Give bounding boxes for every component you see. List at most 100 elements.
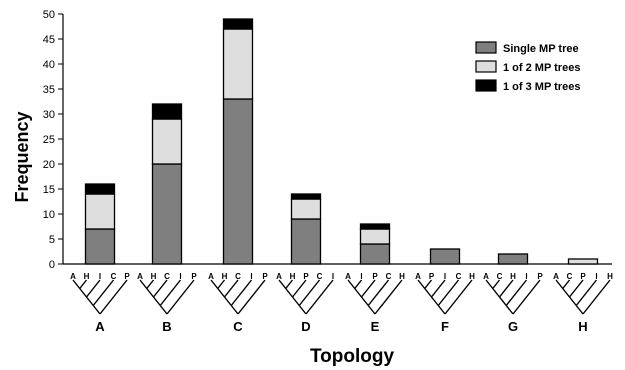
tree-branch xyxy=(374,279,403,315)
y-tick-label: 20 xyxy=(43,159,55,171)
tree-branch xyxy=(146,279,155,289)
bar-segment-E-series-3 xyxy=(359,223,391,230)
bar-segment-D-series-3 xyxy=(290,193,322,200)
tree-leaf-label: A xyxy=(345,272,351,281)
tree-branch xyxy=(505,279,528,306)
bar-segment-G-series-1 xyxy=(497,253,529,265)
category-label-D: D xyxy=(301,319,310,334)
tree-leaf-label: H xyxy=(222,272,228,281)
tree-branch xyxy=(166,279,195,315)
tree-branch xyxy=(92,279,115,306)
y-tick-label: 10 xyxy=(43,209,55,221)
tree-leaf-label: I xyxy=(360,272,362,281)
tree-leaf-label: I xyxy=(179,272,181,281)
tree-leaf-label: H xyxy=(399,272,405,281)
tree-branch xyxy=(79,279,88,289)
y-tick-label: 30 xyxy=(43,109,55,121)
tree-leaf-label: H xyxy=(290,272,296,281)
tree-leaf-label: A xyxy=(137,272,143,281)
bar-segment-A-series-2 xyxy=(84,193,116,230)
tree-leaf-label: I xyxy=(250,272,252,281)
tree-branch xyxy=(285,279,294,289)
bar-segment-H-series-2 xyxy=(567,258,599,265)
tree-leaf-label: A xyxy=(276,272,282,281)
legend-label-3: 1 of 3 MP trees xyxy=(503,81,580,93)
bar-segment-F-series-1 xyxy=(429,248,461,265)
tree-leaf-label: I xyxy=(444,272,446,281)
tree-leaf-label: P xyxy=(372,272,378,281)
tree-branch xyxy=(498,279,514,298)
y-tick-label: 5 xyxy=(49,234,55,246)
legend-swatch-1 xyxy=(475,41,497,54)
tree-branch xyxy=(230,279,253,306)
x-axis-title: Topology xyxy=(310,346,395,367)
tree-branch xyxy=(568,279,584,298)
tree-leaf-label: C xyxy=(386,272,392,281)
bar-segment-D-series-2 xyxy=(290,198,322,220)
tree-leaf-label: P xyxy=(124,272,130,281)
tree-branch xyxy=(305,279,334,315)
tree-leaf-label: A xyxy=(70,272,76,281)
legend-swatch-3 xyxy=(475,79,497,92)
tree-leaf-label: A xyxy=(483,272,489,281)
tree-branch xyxy=(367,279,390,306)
bar-segment-B-series-3 xyxy=(151,103,183,120)
tree-leaf-label: A xyxy=(415,272,421,281)
bar-segment-B-series-2 xyxy=(151,118,183,165)
tree-branch xyxy=(562,279,571,289)
tree-leaf-label: C xyxy=(567,272,573,281)
tree-branch xyxy=(360,279,376,298)
tree-branch xyxy=(582,279,611,315)
tree-leaf-label: I xyxy=(99,272,101,281)
legend: Single MP tree 1 of 2 MP trees 1 of 3 MP t… xyxy=(475,41,580,93)
bar-segment-D-series-1 xyxy=(290,218,322,265)
category-label-C: C xyxy=(233,319,243,334)
category-label-F: F xyxy=(441,319,449,334)
bar-segment-A-series-3 xyxy=(84,183,116,195)
legend-label-1: Single MP tree xyxy=(503,43,579,55)
y-tick-label: 35 xyxy=(43,84,55,96)
category-label-H: H xyxy=(578,319,587,334)
y-tick-label: 40 xyxy=(43,59,55,71)
tree-leaf-label: H xyxy=(151,272,157,281)
y-tick-label: 50 xyxy=(43,9,55,21)
legend-swatch-2 xyxy=(475,60,497,73)
tree-leaf-label: P xyxy=(580,272,586,281)
tree-leaf-label: A xyxy=(208,272,214,281)
legend-label-2: 1 of 2 MP trees xyxy=(503,62,580,74)
category-label-G: G xyxy=(508,319,518,334)
tree-leaf-label: C xyxy=(317,272,323,281)
bar-segment-B-series-1 xyxy=(151,163,183,265)
tree-leaf-label: P xyxy=(429,272,435,281)
tree-leaf-label: P xyxy=(262,272,268,281)
y-tick-label: 45 xyxy=(43,34,55,46)
tree-leaf-label: H xyxy=(607,272,613,281)
tree-branch xyxy=(152,279,168,298)
tree-leaf-label: C xyxy=(111,272,117,281)
tree-leaf-label: C xyxy=(456,272,462,281)
tree-branch xyxy=(430,279,446,298)
category-label-A: A xyxy=(95,319,105,334)
tree-leaf-label: I xyxy=(595,272,597,281)
tree-leaf-label: I xyxy=(332,272,334,281)
tree-branch xyxy=(291,279,307,298)
tree-leaf-label: P xyxy=(303,272,309,281)
tree-branch xyxy=(575,279,598,306)
tree-leaf-label: P xyxy=(537,272,543,281)
bars xyxy=(84,18,599,265)
tree-branch xyxy=(159,279,182,306)
bar-segment-C-series-1 xyxy=(222,98,254,265)
category-label-E: E xyxy=(371,319,380,334)
tree-leaf-label: C xyxy=(164,272,170,281)
labels: 0 5 10 15 20 25 30 35 40 45 50 A B C D E F G H xyxy=(43,9,588,334)
tree-leaf-label: P xyxy=(191,272,197,281)
tree-leaf-label: C xyxy=(235,272,241,281)
tree-branch xyxy=(99,279,128,315)
